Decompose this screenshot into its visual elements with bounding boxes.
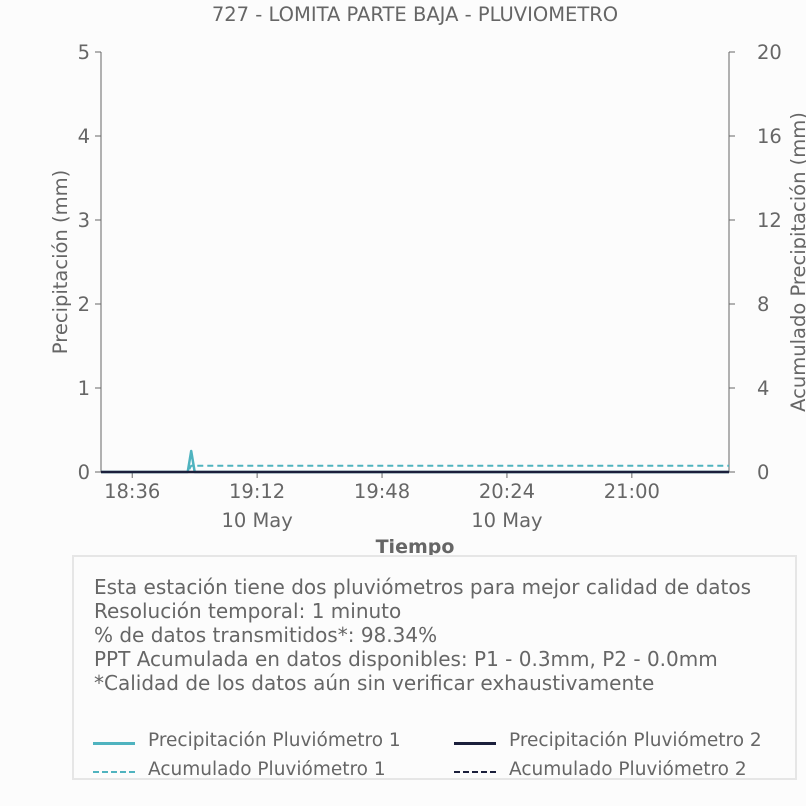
x-tick-label: 19:12 [229,480,285,503]
y2-tick-label: 0 [757,461,769,484]
x-tick-label: 21:00 [604,480,660,503]
info-resolution: Resolución temporal: 1 minuto [94,599,402,623]
x-tick-label: 19:48 [354,480,410,503]
legend-label-a1: Acumulado Pluviómetro 1 [148,759,386,780]
series-layer [101,449,729,474]
x-date-label: 10 May [471,509,542,532]
y2-axis-label: Acumulado Precipitación (mm) [787,112,806,412]
legend-label-a2: Acumulado Pluviómetro 2 [509,759,747,780]
legend-label-p1: Precipitación Pluviómetro 1 [148,730,401,751]
info-accumulated: PPT Acumulada en datos disponibles: P1 -… [94,647,718,671]
y-tick-label: 2 [78,293,90,316]
info-transmitted: % de datos transmitidos*: 98.34% [94,623,438,647]
y-tick-label: 5 [78,41,90,64]
y-tick-label: 3 [78,209,90,232]
x-axis-label: Tiempo [376,536,455,558]
series-line-1 [101,449,729,474]
y2-tick-label: 20 [757,41,782,64]
legend-label-p2: Precipitación Pluviómetro 2 [509,730,762,751]
y-tick-label: 0 [78,461,90,484]
info-legend-box: Esta estación tiene dos pluviómetros par… [72,555,797,780]
y2-tick-label: 4 [757,377,769,400]
legend-swatch-a1 [93,771,135,773]
info-stations-note: Esta estación tiene dos pluviómetros par… [94,575,752,599]
legend-swatch-a2 [454,771,496,773]
y-tick-label: 4 [78,125,90,148]
x-tick-label: 20:24 [479,480,535,503]
legend-swatch-p1 [93,742,135,745]
info-quality-note: *Calidad de los datos aún sin verificar … [94,671,655,695]
y2-tick-label: 12 [757,209,782,232]
y2-tick-label: 8 [757,293,769,316]
x-date-label: 10 May [221,509,292,532]
chart-title: 727 - LOMITA PARTE BAJA - PLUVIOMETRO [212,3,618,26]
y2-tick-label: 16 [757,125,782,148]
y-tick-label: 1 [78,377,90,400]
y-axis-label: Precipitación (mm) [49,170,72,354]
x-tick-label: 18:36 [104,480,160,503]
legend-swatch-p2 [454,742,496,745]
